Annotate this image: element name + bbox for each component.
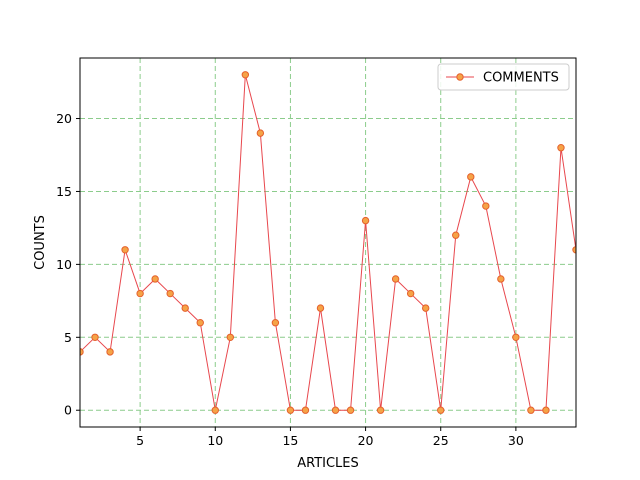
data-point <box>361 216 370 225</box>
legend-marker-swatch <box>456 73 464 81</box>
data-point <box>557 143 565 152</box>
data-point <box>226 333 235 342</box>
data-point <box>121 246 129 254</box>
data-point <box>211 406 219 414</box>
data-point <box>91 333 99 342</box>
data-point <box>497 275 505 283</box>
data-point <box>331 406 340 414</box>
data-point <box>376 406 385 414</box>
y-tick-label: 5 <box>64 330 72 345</box>
axes-frame <box>79 57 577 428</box>
data-point <box>301 406 310 414</box>
data-point <box>196 319 204 327</box>
data-point <box>316 304 325 312</box>
y-tick-label: 10 <box>56 257 72 272</box>
y-tick-label: 0 <box>64 403 72 418</box>
data-point <box>482 202 490 210</box>
data-point <box>542 406 550 414</box>
x-tick-label: 25 <box>433 433 449 448</box>
y-tick-label: 20 <box>56 111 72 126</box>
data-point <box>151 275 159 283</box>
data-point <box>181 304 189 312</box>
x-tick-label: 15 <box>282 433 298 448</box>
data-point <box>346 406 355 414</box>
y-tick-label: 15 <box>56 184 72 199</box>
data-point <box>527 406 535 414</box>
legend: COMMENTS <box>437 63 570 91</box>
data-point <box>286 406 295 414</box>
x-tick-label: 20 <box>358 433 374 448</box>
x-tick-label: 5 <box>136 433 144 448</box>
grid-lines <box>80 58 576 427</box>
y-axis-ticks: 0 5 10 15 20 <box>56 111 80 418</box>
data-point <box>271 319 280 327</box>
data-point <box>256 129 265 137</box>
plot-area <box>80 71 576 414</box>
data-point <box>241 71 250 79</box>
data-point <box>452 231 460 239</box>
series-layer <box>80 71 576 414</box>
data-point <box>437 406 445 414</box>
x-tick-label: 10 <box>207 433 223 448</box>
legend-box <box>437 63 570 91</box>
data-point <box>136 289 144 298</box>
data-point <box>467 173 475 181</box>
data-point <box>421 304 430 312</box>
data-point <box>166 289 174 298</box>
data-point <box>406 289 415 298</box>
x-tick-label: 30 <box>508 433 524 448</box>
data-point <box>391 275 400 283</box>
x-axis-title: ARTICLES <box>297 456 359 471</box>
data-point <box>512 333 520 342</box>
y-axis-title: COUNTS <box>33 215 48 270</box>
series-line <box>80 74 576 411</box>
x-axis-ticks: 5 10 15 20 25 30 <box>136 427 524 448</box>
legend-label: COMMENTS <box>483 71 559 86</box>
data-point <box>106 348 114 356</box>
